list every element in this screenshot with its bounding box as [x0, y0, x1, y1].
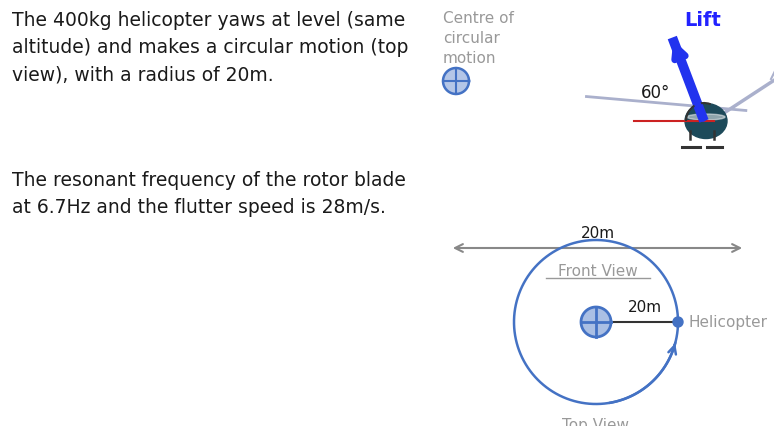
- Text: 20m: 20m: [580, 226, 615, 241]
- Text: Helicopter: Helicopter: [688, 314, 767, 329]
- Text: Top View: Top View: [563, 418, 629, 426]
- Text: Front View: Front View: [557, 264, 637, 279]
- Text: Lift: Lift: [684, 11, 721, 29]
- Ellipse shape: [687, 114, 725, 120]
- Text: Centre of
circular
motion: Centre of circular motion: [443, 11, 514, 66]
- Text: The 400kg helicopter yaws at level (same
altitude) and makes a circular motion (: The 400kg helicopter yaws at level (same…: [12, 11, 409, 84]
- Circle shape: [581, 307, 611, 337]
- Circle shape: [673, 317, 683, 327]
- Text: 20m: 20m: [628, 300, 662, 315]
- Text: The resonant frequency of the rotor blade
at 6.7Hz and the flutter speed is 28m/: The resonant frequency of the rotor blad…: [12, 171, 406, 217]
- Text: 60°: 60°: [642, 84, 671, 102]
- Circle shape: [443, 68, 469, 94]
- Ellipse shape: [685, 104, 727, 138]
